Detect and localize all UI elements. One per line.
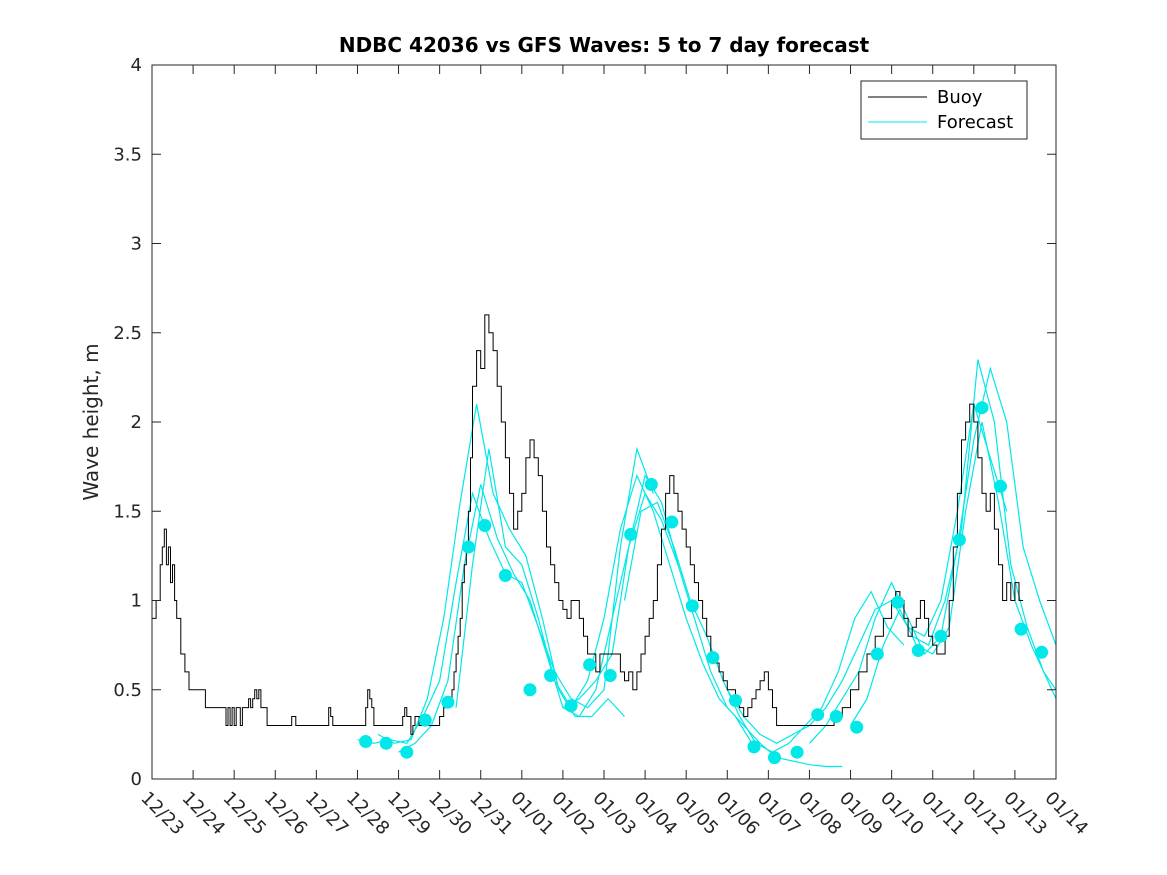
- forecast-marker: [685, 599, 699, 613]
- forecast-marker: [498, 569, 512, 582]
- forecast-marker: [624, 528, 638, 541]
- y-tick-label: 1.5: [113, 501, 142, 522]
- forecast-marker: [911, 644, 925, 657]
- legend-box: [860, 80, 1028, 140]
- forecast-marker: [768, 751, 781, 765]
- y-tick-label: 0.5: [113, 680, 142, 701]
- legend: Buoy Forecast: [860, 80, 1028, 140]
- forecast-marker: [811, 708, 825, 722]
- forecast-marker: [1014, 622, 1028, 636]
- forecast-marker: [994, 479, 1007, 493]
- forecast-marker: [441, 695, 455, 709]
- forecast-marker: [644, 478, 658, 491]
- forecast-marker: [850, 720, 864, 734]
- legend-forecast-label: Forecast: [937, 112, 1013, 133]
- y-tick-label: 4: [131, 55, 142, 76]
- forecast-marker: [603, 669, 617, 682]
- legend-buoy-label: Buoy: [937, 87, 983, 108]
- forecast-marker: [790, 745, 804, 759]
- y-axis-label: Wave height, m: [79, 343, 103, 500]
- forecast-line-9: [849, 421, 1057, 726]
- forecast-marker: [418, 713, 432, 727]
- forecast-marker: [747, 740, 761, 754]
- forecast-marker: [665, 515, 679, 529]
- forecast-marker: [829, 710, 843, 723]
- forecast-line-10: [911, 359, 1057, 691]
- forecast-marker: [891, 595, 905, 609]
- chart-title: NDBC 42036 vs GFS Waves: 5 to 7 day fore…: [339, 33, 870, 57]
- forecast-marker: [729, 694, 742, 707]
- y-tick-label: 3.5: [113, 144, 142, 165]
- y-tick-label: 3: [131, 234, 142, 255]
- y-tick-label: 0: [131, 769, 142, 790]
- forecast-marker: [870, 647, 884, 661]
- forecast-marker: [952, 533, 966, 547]
- forecast-marker: [583, 658, 597, 672]
- forecast-marker: [975, 401, 989, 415]
- forecast-line-6: [623, 501, 905, 753]
- series-layer: [152, 314, 1057, 768]
- forecast-line-5: [562, 491, 843, 768]
- forecast-marker: [523, 683, 537, 697]
- forecast-line-4: [455, 448, 753, 744]
- plot-area: [152, 65, 1056, 779]
- y-tick-label: 1: [131, 591, 142, 612]
- forecast-marker: [1035, 645, 1049, 659]
- forecast-marker: [544, 669, 558, 682]
- forecast-marker: [379, 736, 393, 750]
- forecast-marker: [359, 735, 373, 748]
- forecast-marker: [564, 699, 578, 713]
- forecast-marker: [461, 540, 475, 554]
- y-tick-label: 2.5: [113, 323, 142, 344]
- forecast-marker: [400, 745, 414, 759]
- y-tick-label: 2: [131, 412, 142, 433]
- forecast-marker: [478, 519, 492, 532]
- forecast-marker: [706, 651, 720, 665]
- forecast-marker: [934, 629, 948, 643]
